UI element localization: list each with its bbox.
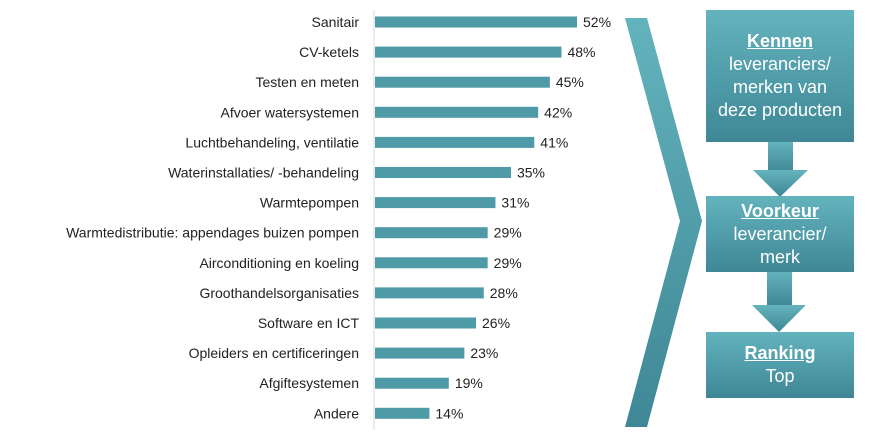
data-label: 52% (583, 14, 611, 30)
funnel-title: Voorkeur (741, 200, 819, 221)
funnel-title: Ranking (744, 343, 816, 363)
category-label: Warmtepompen (260, 195, 359, 211)
category-label: Software en ICT (258, 315, 360, 331)
bar (375, 257, 488, 269)
data-label: 31% (501, 195, 529, 211)
category-label: Luchtbehandeling, ventilatie (185, 134, 359, 150)
category-label: Sanitair (312, 14, 360, 30)
bar (375, 76, 550, 88)
category-label: Testen en meten (255, 74, 359, 90)
funnel-text: leverancier/ merk (733, 223, 827, 267)
bar (375, 106, 539, 118)
data-label: 28% (490, 285, 518, 301)
bar (375, 136, 535, 148)
data-label: 42% (544, 104, 572, 120)
bar (375, 227, 488, 239)
funnel-text: leveranciers/ merken van deze producten (717, 54, 843, 120)
funnel-box-ranking: Ranking Top (706, 332, 854, 398)
data-label: 48% (567, 44, 595, 60)
bar (375, 16, 578, 28)
category-label: Afgiftesystemen (259, 375, 359, 391)
data-label: 29% (494, 255, 522, 271)
funnel-title: Kennen (746, 31, 813, 51)
category-label: Afvoer watersystemen (221, 104, 360, 120)
data-label: 29% (494, 225, 522, 241)
category-label: Andere (314, 405, 359, 421)
bar (375, 46, 562, 58)
category-label: Opleiders en certificeringen (189, 345, 359, 361)
bar (375, 347, 465, 359)
category-label: CV-ketels (299, 44, 359, 60)
data-label: 35% (517, 165, 545, 181)
funnel-box-voorkeur: Voorkeur leverancier/ merk (706, 196, 854, 272)
data-label: 14% (435, 405, 463, 421)
funnel-text: Top (765, 366, 795, 386)
funnel-box-kennen: Kennen leveranciers/ merken van deze pro… (706, 10, 854, 142)
arrow-down-1 (753, 142, 808, 197)
bar (375, 407, 430, 419)
category-label: Groothandelsorganisaties (199, 285, 359, 301)
data-label: 23% (470, 345, 498, 361)
data-label: 41% (540, 134, 568, 150)
bar (375, 197, 496, 209)
bar (375, 317, 477, 329)
arrow-down-2 (752, 272, 806, 332)
data-label: 45% (556, 74, 584, 90)
chevron-bracket (625, 18, 702, 427)
category-label: Airconditioning en koeling (199, 255, 359, 271)
bar (375, 167, 511, 178)
bar (375, 287, 484, 299)
category-label: Warmtedistributie: appendages buizen pom… (66, 225, 359, 241)
bar (375, 377, 449, 389)
data-label: 26% (482, 315, 510, 331)
data-label: 19% (455, 375, 483, 391)
category-label: Waterinstallaties/ -behandeling (168, 165, 359, 181)
